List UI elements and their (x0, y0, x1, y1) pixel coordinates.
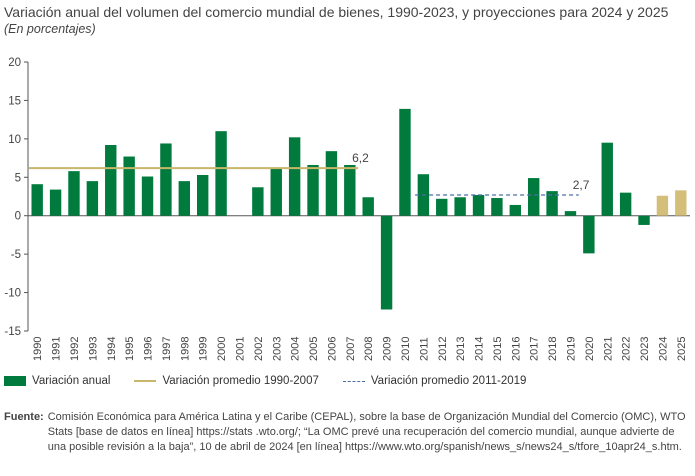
bar-2002 (252, 187, 264, 216)
bar-1996 (141, 176, 154, 216)
x-tick-label: 2019 (565, 337, 577, 361)
average-label-2011-2019: 2,7 (573, 178, 590, 192)
legend-swatch-average-1990-2007 (134, 380, 157, 382)
legend-item-average-2011-2019: Variación promedio 2011-2019 (342, 375, 527, 387)
x-tick-label: 1990 (32, 337, 44, 361)
bar-1993 (86, 181, 99, 216)
legend-label-average-1990-2007: Variación promedio 1990-2007 (162, 375, 319, 387)
x-tick-label: 2004 (290, 337, 302, 361)
x-tick-label: 2020 (584, 337, 596, 361)
x-tick-label: 2005 (308, 337, 320, 361)
bar-1997 (160, 143, 172, 216)
bar-2009 (380, 215, 393, 310)
y-tick-label: 5 (15, 172, 21, 184)
bar-2023 (638, 215, 650, 225)
bar-2004 (288, 137, 301, 216)
bar-2007 (344, 164, 356, 216)
x-tick-label: 2000 (216, 337, 228, 361)
y-tick-label: -5 (11, 249, 21, 261)
x-tick-label: 2025 (676, 337, 688, 361)
x-tick-label: 1995 (124, 337, 136, 361)
x-tick-label: 1992 (69, 337, 81, 361)
x-tick-label: 1993 (87, 337, 99, 361)
source-text: Comisión Económica para América Latina y… (47, 411, 686, 453)
bar-2006 (325, 151, 338, 216)
source-note: Fuente: Comisión Económica para América … (4, 410, 690, 455)
bar-2017 (527, 178, 540, 216)
x-tick-label: 1996 (143, 337, 155, 361)
chart-subtitle: (En porcentajes) (4, 22, 96, 36)
legend-swatch-average-2011-2019 (342, 380, 365, 382)
x-tick-label: 2014 (474, 337, 486, 361)
bar-1998 (178, 181, 191, 216)
x-tick-label: 2018 (547, 337, 559, 361)
x-tick-label: 2023 (639, 337, 651, 361)
bar-1990 (31, 184, 43, 216)
bar-2012 (436, 198, 448, 216)
bar-1992 (68, 171, 80, 216)
x-tick-label: 2012 (437, 337, 449, 361)
bar-2022 (619, 192, 632, 216)
chart-title: Variación anual del volumen del comercio… (4, 4, 669, 20)
y-tick-label: 20 (8, 57, 21, 69)
x-tick-label: 2010 (400, 337, 412, 361)
bar-2021 (601, 142, 613, 216)
legend-label-bars: Variación anual (32, 375, 111, 387)
bar-2013 (454, 197, 466, 216)
x-tick-label: 2006 (326, 337, 338, 361)
bar-1995 (123, 156, 135, 216)
x-tick-label: 2008 (363, 337, 375, 361)
bar-1999 (196, 174, 209, 216)
bar-2024 (656, 195, 669, 216)
bar-1994 (105, 145, 117, 216)
bar-2020 (583, 215, 595, 254)
x-tick-label: 2024 (657, 337, 669, 361)
x-tick-label: 2009 (382, 337, 394, 361)
bar-2010 (399, 108, 411, 216)
x-tick-label: 2021 (602, 337, 614, 361)
bar-2003 (270, 168, 282, 216)
bar-2025 (675, 190, 687, 216)
chart-legend: Variación anual Variación promedio 1990-… (4, 375, 550, 387)
x-tick-label: 2001 (234, 337, 246, 361)
y-tick-label: 0 (15, 211, 21, 223)
x-tick-label: 2022 (621, 337, 633, 361)
bar-2005 (307, 164, 319, 216)
x-tick-label: 1999 (198, 337, 210, 361)
bar-2015 (491, 198, 503, 216)
bar-2018 (546, 191, 558, 216)
x-tick-label: 2011 (418, 337, 430, 361)
legend-item-average-1990-2007: Variación promedio 1990-2007 (134, 375, 319, 387)
y-tick-label: 10 (8, 134, 21, 146)
x-tick-label: 2002 (253, 337, 265, 361)
x-tick-label: 1997 (161, 337, 173, 361)
x-tick-label: 2016 (510, 337, 522, 361)
x-tick-label: 1998 (179, 337, 191, 361)
source-label: Fuente: (4, 411, 44, 423)
x-tick-label: 2017 (529, 337, 541, 361)
legend-label-average-2011-2019: Variación promedio 2011-2019 (370, 375, 527, 387)
y-tick-label: -10 (4, 288, 21, 300)
x-tick-label: 2007 (345, 337, 357, 361)
x-tick-label: 2003 (271, 337, 283, 361)
legend-swatch-bars (4, 376, 26, 386)
x-tick-label: 1991 (51, 337, 63, 361)
bar-2014 (472, 194, 485, 216)
average-label-1990-2007: 6,2 (352, 151, 369, 165)
bar-2016 (509, 204, 522, 216)
bar-2019 (564, 211, 577, 216)
bar-2008 (362, 197, 374, 216)
x-tick-label: 1994 (106, 337, 118, 361)
y-tick-label: 15 (8, 95, 21, 107)
bar-1991 (49, 189, 62, 216)
y-tick-label: -15 (4, 326, 21, 338)
bar-2000 (215, 131, 227, 216)
x-tick-label: 2013 (455, 337, 467, 361)
x-tick-label: 2015 (492, 337, 504, 361)
legend-item-bars: Variación anual (4, 375, 110, 387)
